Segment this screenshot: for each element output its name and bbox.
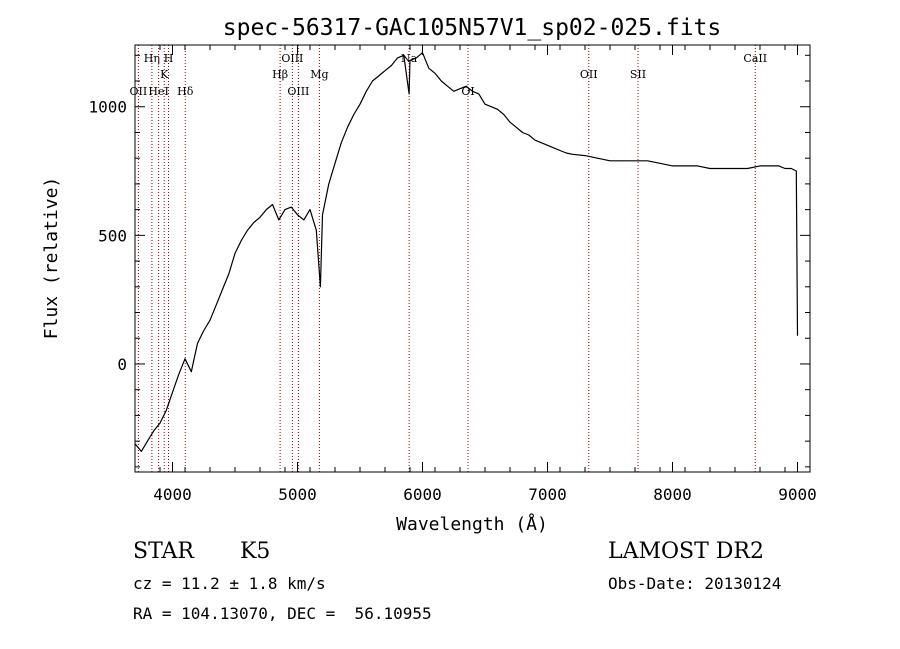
line-marker-label-13: SII — [630, 68, 646, 81]
observation-date: Obs-Date: 20130124 — [608, 574, 782, 593]
line-marker-label-0: OII — [130, 85, 148, 98]
object-class: STAR — [133, 539, 194, 564]
line-marker-label-6: Hβ — [272, 68, 288, 81]
line-marker-label-4: H — [164, 52, 174, 65]
line-marker-label-12: OII — [580, 68, 598, 81]
survey-name: LAMOST DR2 — [608, 539, 764, 564]
line-marker-label-9: Mg — [310, 68, 328, 81]
y-tick-label-0: 0 — [117, 355, 127, 374]
line-marker-label-3: K — [160, 68, 169, 81]
object-subclass: K5 — [240, 539, 271, 564]
redshift-value: cz = 11.2 ± 1.8 km/s — [133, 574, 326, 593]
line-marker-label-8: OIII — [287, 85, 309, 98]
spectrum-line-0 — [134, 52, 799, 452]
plot-frame — [134, 44, 811, 473]
y-axis-label: Flux (relative) — [41, 177, 62, 340]
y-tick-label-1: 500 — [98, 226, 127, 245]
line-marker-label-2: HeI — [148, 85, 168, 98]
line-marker-label-14: CaII — [743, 52, 767, 65]
x-tick-label-5: 9000 — [778, 485, 817, 504]
chart-title: spec-56317-GAC105N57V1_sp02-025.fits — [223, 15, 722, 41]
x-tick-label-2: 6000 — [403, 485, 442, 504]
x-axis-label: Wavelength (Å) — [396, 513, 548, 535]
coordinates: RA = 104.13070, DEC = 56.10955 — [133, 604, 432, 623]
line-marker-label-5: Hδ — [177, 85, 194, 98]
line-marker-label-7: OIII — [281, 52, 303, 65]
x-tick-label-1: 5000 — [278, 485, 317, 504]
line-marker-label-11: OI — [461, 85, 474, 98]
y-tick-label-2: 1000 — [88, 98, 127, 117]
x-tick-label-3: 7000 — [528, 485, 567, 504]
line-marker-label-1: Hη — [144, 52, 160, 65]
x-tick-label-4: 8000 — [653, 485, 692, 504]
x-tick-label-0: 4000 — [153, 485, 192, 504]
